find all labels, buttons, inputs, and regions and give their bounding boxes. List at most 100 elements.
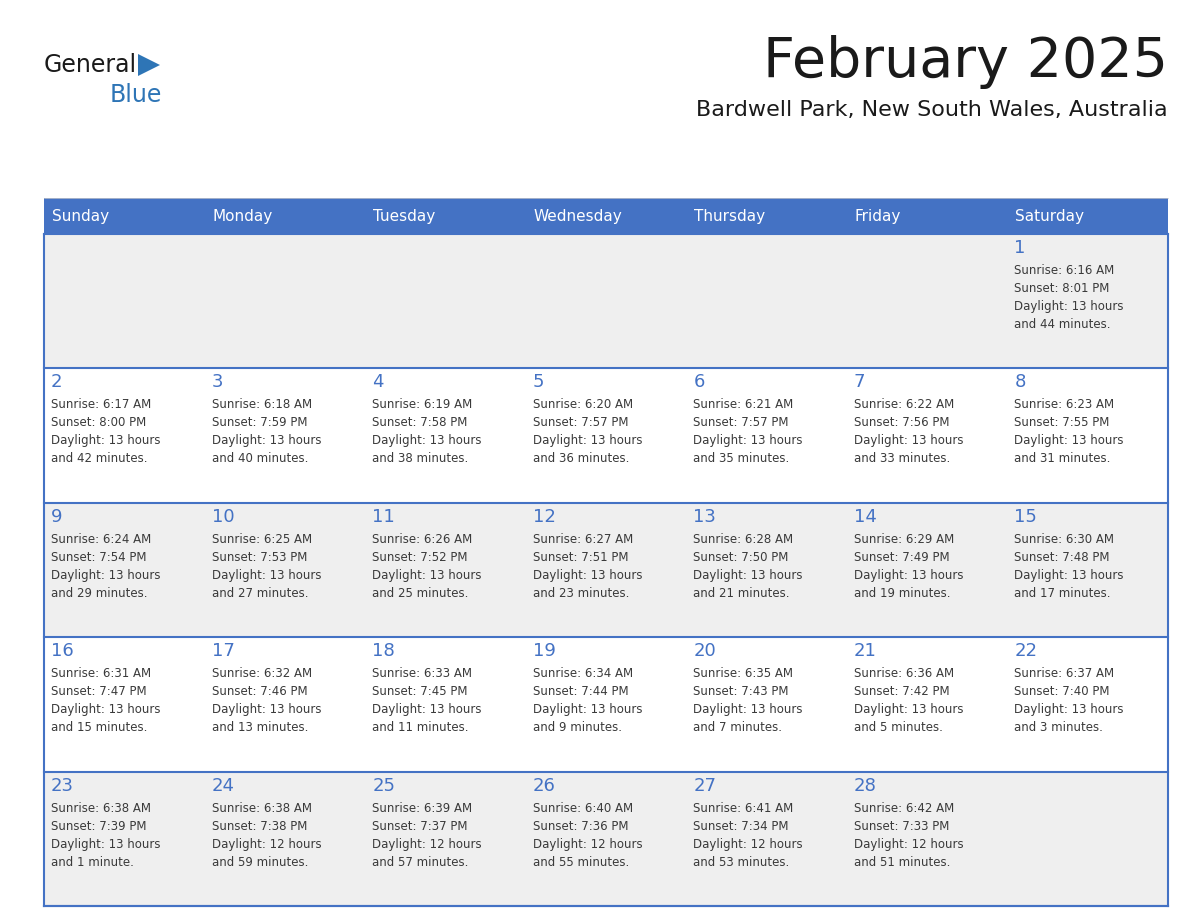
Bar — [365, 368, 526, 503]
Text: Sunrise: 6:22 AM: Sunrise: 6:22 AM — [854, 398, 954, 411]
Bar — [847, 368, 1007, 503]
Text: Sunrise: 6:18 AM: Sunrise: 6:18 AM — [211, 398, 311, 411]
Text: Daylight: 13 hours: Daylight: 13 hours — [1015, 569, 1124, 582]
Text: Sunrise: 6:36 AM: Sunrise: 6:36 AM — [854, 667, 954, 680]
Text: Sunset: 7:58 PM: Sunset: 7:58 PM — [372, 417, 468, 430]
Bar — [1007, 234, 1168, 368]
Bar — [687, 637, 847, 772]
Text: and 23 minutes.: and 23 minutes. — [532, 587, 630, 599]
Text: Blue: Blue — [110, 83, 163, 107]
Bar — [526, 637, 687, 772]
Bar — [1007, 503, 1168, 637]
Text: Sunset: 7:46 PM: Sunset: 7:46 PM — [211, 685, 308, 699]
Text: 12: 12 — [532, 508, 556, 526]
Text: Sunset: 7:39 PM: Sunset: 7:39 PM — [51, 820, 146, 833]
Text: Sunrise: 6:34 AM: Sunrise: 6:34 AM — [532, 667, 633, 680]
Text: Daylight: 13 hours: Daylight: 13 hours — [532, 569, 643, 582]
Text: Sunset: 7:56 PM: Sunset: 7:56 PM — [854, 417, 949, 430]
Text: Bardwell Park, New South Wales, Australia: Bardwell Park, New South Wales, Australi… — [696, 100, 1168, 120]
Text: 27: 27 — [694, 777, 716, 795]
Text: Friday: Friday — [855, 208, 902, 223]
Text: Daylight: 13 hours: Daylight: 13 hours — [372, 703, 481, 716]
Text: Daylight: 12 hours: Daylight: 12 hours — [211, 837, 321, 851]
Text: and 55 minutes.: and 55 minutes. — [532, 856, 628, 868]
Text: Monday: Monday — [213, 208, 273, 223]
Text: and 7 minutes.: and 7 minutes. — [694, 722, 782, 734]
Text: and 11 minutes.: and 11 minutes. — [372, 722, 468, 734]
Bar — [847, 198, 1007, 234]
Text: Daylight: 13 hours: Daylight: 13 hours — [1015, 300, 1124, 313]
Text: Daylight: 13 hours: Daylight: 13 hours — [532, 434, 643, 447]
Text: 24: 24 — [211, 777, 234, 795]
Text: Sunrise: 6:21 AM: Sunrise: 6:21 AM — [694, 398, 794, 411]
Text: Sunset: 7:54 PM: Sunset: 7:54 PM — [51, 551, 146, 564]
Bar — [365, 198, 526, 234]
Text: 18: 18 — [372, 643, 394, 660]
Text: Sunset: 7:37 PM: Sunset: 7:37 PM — [372, 820, 468, 833]
Text: and 35 minutes.: and 35 minutes. — [694, 453, 790, 465]
Text: Sunrise: 6:32 AM: Sunrise: 6:32 AM — [211, 667, 311, 680]
Bar — [687, 503, 847, 637]
Bar — [1007, 198, 1168, 234]
Text: and 19 minutes.: and 19 minutes. — [854, 587, 950, 599]
Text: Sunrise: 6:37 AM: Sunrise: 6:37 AM — [1015, 667, 1114, 680]
Text: Sunrise: 6:38 AM: Sunrise: 6:38 AM — [211, 801, 311, 814]
Text: Daylight: 13 hours: Daylight: 13 hours — [51, 703, 160, 716]
Text: Saturday: Saturday — [1016, 208, 1085, 223]
Text: 6: 6 — [694, 374, 704, 391]
Text: 1: 1 — [1015, 239, 1025, 257]
Text: and 40 minutes.: and 40 minutes. — [211, 453, 308, 465]
Text: Sunrise: 6:35 AM: Sunrise: 6:35 AM — [694, 667, 794, 680]
Text: 3: 3 — [211, 374, 223, 391]
Text: Daylight: 12 hours: Daylight: 12 hours — [694, 837, 803, 851]
Text: 7: 7 — [854, 374, 865, 391]
Text: and 31 minutes.: and 31 minutes. — [1015, 453, 1111, 465]
Bar — [44, 368, 204, 503]
Text: Sunrise: 6:27 AM: Sunrise: 6:27 AM — [532, 532, 633, 546]
Text: and 29 minutes.: and 29 minutes. — [51, 587, 147, 599]
Text: and 13 minutes.: and 13 minutes. — [211, 722, 308, 734]
Bar — [847, 637, 1007, 772]
Text: Sunrise: 6:19 AM: Sunrise: 6:19 AM — [372, 398, 473, 411]
Bar — [847, 234, 1007, 368]
Bar — [44, 503, 204, 637]
Text: Sunset: 7:47 PM: Sunset: 7:47 PM — [51, 685, 146, 699]
Text: Sunset: 7:59 PM: Sunset: 7:59 PM — [211, 417, 307, 430]
Text: 8: 8 — [1015, 374, 1025, 391]
Bar — [204, 772, 365, 906]
Text: Daylight: 13 hours: Daylight: 13 hours — [694, 703, 803, 716]
Text: Sunrise: 6:20 AM: Sunrise: 6:20 AM — [532, 398, 633, 411]
Text: 26: 26 — [532, 777, 556, 795]
Bar — [44, 637, 204, 772]
Text: Tuesday: Tuesday — [373, 208, 435, 223]
Text: and 44 minutes.: and 44 minutes. — [1015, 318, 1111, 331]
Bar — [526, 198, 687, 234]
Bar — [365, 772, 526, 906]
Bar — [847, 503, 1007, 637]
Text: Daylight: 13 hours: Daylight: 13 hours — [51, 434, 160, 447]
Text: Sunrise: 6:24 AM: Sunrise: 6:24 AM — [51, 532, 151, 546]
Text: and 42 minutes.: and 42 minutes. — [51, 453, 147, 465]
Text: Sunset: 7:36 PM: Sunset: 7:36 PM — [532, 820, 628, 833]
Text: General: General — [44, 53, 137, 77]
Text: and 5 minutes.: and 5 minutes. — [854, 722, 943, 734]
Bar — [44, 234, 204, 368]
Text: Daylight: 13 hours: Daylight: 13 hours — [854, 569, 963, 582]
Text: Thursday: Thursday — [694, 208, 765, 223]
Text: Sunset: 8:01 PM: Sunset: 8:01 PM — [1015, 282, 1110, 295]
Text: 22: 22 — [1015, 643, 1037, 660]
Text: Daylight: 13 hours: Daylight: 13 hours — [532, 703, 643, 716]
Text: Sunrise: 6:25 AM: Sunrise: 6:25 AM — [211, 532, 311, 546]
Text: Sunrise: 6:39 AM: Sunrise: 6:39 AM — [372, 801, 473, 814]
Text: Sunset: 8:00 PM: Sunset: 8:00 PM — [51, 417, 146, 430]
Text: 13: 13 — [694, 508, 716, 526]
Text: Sunset: 7:38 PM: Sunset: 7:38 PM — [211, 820, 307, 833]
Text: Daylight: 12 hours: Daylight: 12 hours — [532, 837, 643, 851]
Text: 16: 16 — [51, 643, 74, 660]
Text: 2: 2 — [51, 374, 63, 391]
Bar — [687, 198, 847, 234]
Text: Sunset: 7:43 PM: Sunset: 7:43 PM — [694, 685, 789, 699]
Text: Sunset: 7:48 PM: Sunset: 7:48 PM — [1015, 551, 1110, 564]
Text: and 3 minutes.: and 3 minutes. — [1015, 722, 1104, 734]
Text: Sunset: 7:57 PM: Sunset: 7:57 PM — [694, 417, 789, 430]
